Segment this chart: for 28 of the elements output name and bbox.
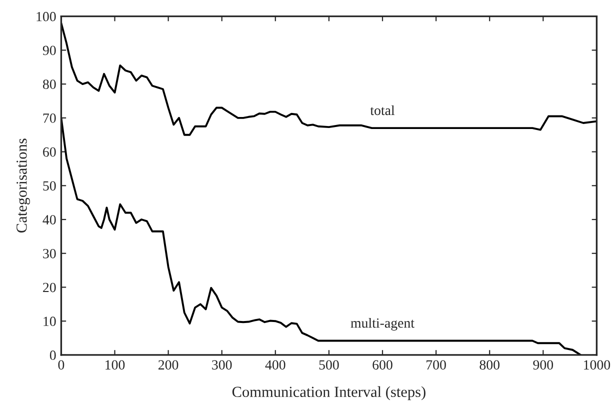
- x-tick-label: 700: [426, 360, 446, 370]
- x-tick-label: 400: [265, 360, 286, 370]
- x-tick-label: 800: [480, 360, 500, 370]
- series-label: multi-agent: [350, 318, 414, 331]
- y-tick-label: 50: [43, 181, 56, 191]
- x-tick-label: 100: [106, 360, 125, 370]
- y-tick-label: 0: [50, 350, 56, 360]
- x-tick-label: 200: [158, 360, 178, 370]
- y-tick-label: 100: [36, 12, 56, 22]
- y-tick-label: 10: [44, 316, 56, 326]
- x-tick-label: 900: [533, 360, 554, 370]
- x-tick-label: 0: [58, 360, 64, 370]
- y-tick-label: 80: [42, 80, 56, 90]
- y-tick-label: 90: [42, 46, 56, 56]
- x-tick-label: 600: [372, 360, 392, 370]
- y-tick-label: 40: [42, 215, 56, 224]
- line-series: [61, 22, 597, 136]
- y-tick-label: 60: [43, 147, 56, 157]
- line-series: [61, 116, 582, 355]
- y-tick-label: 20: [43, 282, 56, 292]
- x-tick-label: 500: [319, 360, 339, 370]
- y-tick-label: 30: [43, 248, 56, 258]
- y-tick-label: 70: [43, 113, 56, 123]
- x-axis-title: Communication Interval (steps): [232, 386, 426, 400]
- x-tick-label: 300: [212, 360, 232, 370]
- x-tick-label: 1000: [584, 360, 610, 370]
- y-axis-title: Categorisations: [16, 138, 30, 233]
- series-label: total: [370, 105, 395, 116]
